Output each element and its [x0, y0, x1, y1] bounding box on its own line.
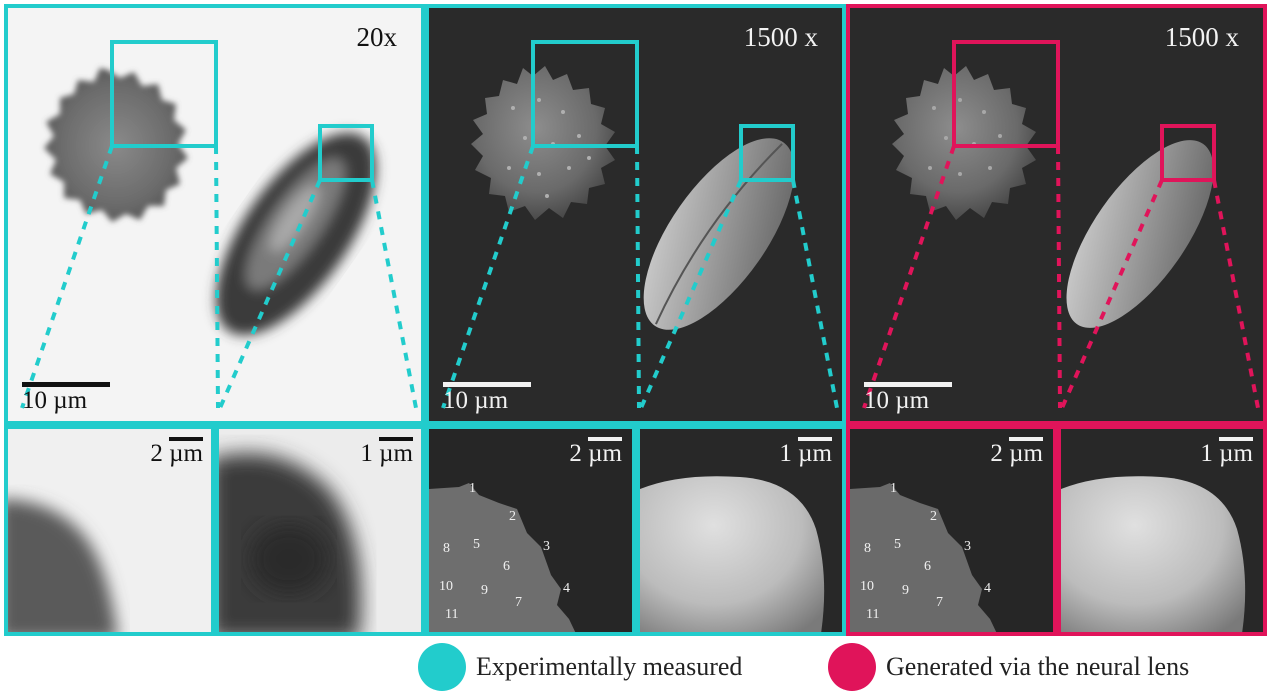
- sem-measured-image: [441, 40, 839, 409]
- spike-number: 2: [509, 509, 516, 524]
- legend-swatch-experimental: [418, 643, 466, 691]
- scale-bar: 10 µm: [864, 382, 954, 415]
- generated-zoom-round-panel: 2 µm 1 2 3 4 5 6 7 8 9 10 11: [846, 425, 1057, 636]
- spike-number: 11: [445, 607, 459, 622]
- scale-bar-label: 2 µm: [990, 440, 1043, 467]
- spike-number: 4: [563, 581, 570, 596]
- scale-bar-line: [169, 437, 203, 441]
- sem-zoom-elongated-panel: 1 µm: [636, 425, 846, 636]
- scale-bar-line: [379, 437, 413, 441]
- scale-bar-label: 1 µm: [779, 440, 832, 467]
- scale-bar-label: 1 µm: [1200, 440, 1253, 467]
- sem-measured-panel: 1500 x 10 µm: [425, 4, 846, 425]
- spike-number: 10: [860, 579, 874, 594]
- sem-zoom-round-image: [429, 483, 576, 632]
- magnification-label: 20x: [356, 22, 398, 52]
- generated-zoom-elongated-panel: 1 µm: [1057, 425, 1267, 636]
- generated-zoom-elongated-image: [1061, 476, 1246, 632]
- spike-number: 8: [443, 541, 450, 556]
- spike-number: 6: [924, 559, 931, 574]
- scale-bar: 10 µm: [22, 382, 112, 415]
- scale-bar-label: 2 µm: [569, 440, 622, 467]
- zoom-box-round-grain: [952, 40, 1060, 148]
- scale-bar-line: [798, 437, 832, 441]
- spike-number: 8: [864, 541, 871, 556]
- spike-number: 6: [503, 559, 510, 574]
- scale-bar: 1 µm: [360, 437, 413, 467]
- optical-pollen-image: [20, 40, 418, 409]
- spike-number: 9: [902, 583, 909, 598]
- optical-zoom-round-panel: 2 µm: [4, 425, 215, 636]
- scale-bar: 1 µm: [1200, 437, 1253, 467]
- spike-number: 7: [936, 595, 943, 610]
- zoom-box-elongated-grain: [1160, 124, 1216, 182]
- scale-bar: 1 µm: [779, 437, 832, 467]
- optical-20x-panel: 20x 10 µm: [4, 4, 425, 425]
- scale-bar-label: 2 µm: [150, 440, 203, 467]
- legend-label-generated: Generated via the neural lens: [886, 652, 1190, 681]
- scale-bar-label: 1 µm: [360, 440, 413, 467]
- legend-experimental: Experimentally measured: [418, 642, 742, 692]
- spike-number: 10: [439, 579, 453, 594]
- magnification-label: 1500 x: [1164, 22, 1239, 52]
- scale-bar-line: [1219, 437, 1253, 441]
- scale-bar-line: [864, 382, 952, 387]
- spike-number: 5: [473, 537, 480, 552]
- scale-bar: 2 µm: [569, 437, 622, 467]
- scale-bar-line: [1009, 437, 1043, 441]
- scale-bar: 10 µm: [443, 382, 533, 415]
- zoom-box-elongated-grain: [318, 124, 374, 182]
- spike-number: 11: [866, 607, 880, 622]
- spike-number: 5: [894, 537, 901, 552]
- scale-bar-label: 10 µm: [864, 387, 930, 414]
- scale-bar-label: 10 µm: [22, 387, 88, 414]
- optical-zoom-elongated-panel: 1 µm: [215, 425, 425, 636]
- scale-bar-line: [22, 382, 110, 387]
- optical-zoom-elongated-image: [219, 453, 361, 632]
- spike-number: 7: [515, 595, 522, 610]
- zoom-box-round-grain: [531, 40, 639, 148]
- spike-number: 2: [930, 509, 937, 524]
- scale-bar-label: 10 µm: [443, 387, 509, 414]
- sem-generated-image: [862, 40, 1260, 409]
- sem-generated-panel: 1500 x 10 µm: [846, 4, 1267, 425]
- generated-zoom-round-image: [850, 483, 997, 632]
- sem-zoom-elongated-image: [640, 476, 825, 632]
- legend-label-experimental: Experimentally measured: [476, 652, 743, 681]
- spike-number: 9: [481, 583, 488, 598]
- scale-bar-line: [443, 382, 531, 387]
- zoom-box-round-grain: [110, 40, 218, 148]
- spike-number: 4: [984, 581, 991, 596]
- sem-zoom-round-panel: 2 µm 1 2 3 4 5 6 7 8 9 10 11: [425, 425, 636, 636]
- legend-generated: Generated via the neural lens: [828, 642, 1189, 692]
- zoom-box-elongated-grain: [739, 124, 795, 182]
- scale-bar: 2 µm: [150, 437, 203, 467]
- magnification-label: 1500 x: [743, 22, 818, 52]
- spike-number: 1: [890, 481, 897, 496]
- spike-number: 3: [543, 539, 550, 554]
- scale-bar: 2 µm: [990, 437, 1043, 467]
- optical-zoom-round-image: [8, 499, 117, 632]
- spike-number: 1: [469, 481, 476, 496]
- scale-bar-line: [588, 437, 622, 441]
- legend-swatch-generated: [828, 643, 876, 691]
- spike-number: 3: [964, 539, 971, 554]
